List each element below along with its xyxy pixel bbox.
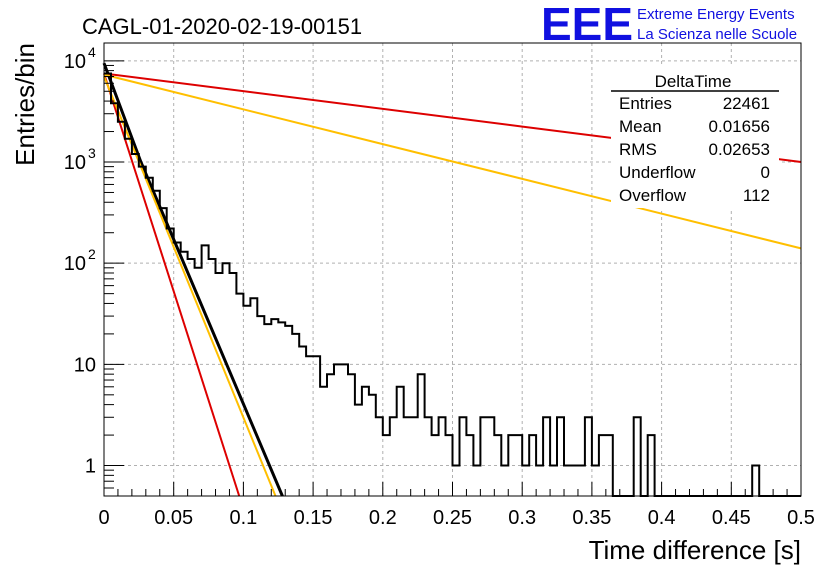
y-tick-label: 10 bbox=[74, 354, 96, 376]
x-tick-label: 0 bbox=[98, 507, 109, 529]
eee-logo-mark: EEE bbox=[541, 0, 633, 50]
chart-title: CAGL-01-2020-02-19-00151 bbox=[82, 14, 362, 39]
eee-logo-line2: La Scienza nelle Scuole bbox=[637, 26, 797, 43]
histogram bbox=[104, 72, 801, 497]
stats-value-entries: 22461 bbox=[723, 94, 770, 113]
y-axis-label: Entries/bin bbox=[10, 43, 40, 166]
stats-label-mean: Mean bbox=[619, 117, 662, 136]
stats-label-entries: Entries bbox=[619, 94, 672, 113]
stats-box: DeltaTime Entries 22461 Mean 0.01656 RMS… bbox=[611, 66, 779, 208]
stats-label-rms: RMS bbox=[619, 140, 657, 159]
fit-curve bbox=[103, 73, 241, 497]
y-tick-exponent: 2 bbox=[88, 246, 96, 262]
x-tick-label: 0.4 bbox=[648, 507, 676, 529]
x-tick-label: 0.35 bbox=[572, 507, 611, 529]
histogram-outline bbox=[104, 72, 801, 497]
fit-curve bbox=[102, 62, 284, 497]
x-tick-label: 0.3 bbox=[508, 507, 536, 529]
y-tick-label: 1 bbox=[85, 456, 96, 478]
y-tick-label: 10 bbox=[64, 152, 86, 174]
stats-box-frame bbox=[611, 66, 779, 208]
x-tick-label: 0.1 bbox=[229, 507, 257, 529]
stats-value-mean: 0.01656 bbox=[709, 117, 770, 136]
x-axis-label: Time difference [s] bbox=[589, 535, 801, 565]
y-tick-exponent: 4 bbox=[88, 44, 96, 60]
stats-label-underflow: Underflow bbox=[619, 163, 696, 182]
y-tick-label: 10 bbox=[64, 51, 86, 73]
axis-ticks: 0 0.05 0.1 0.15 0.2 0.25 0.3 0.35 0.4 0.45 0.5 1 10 1… bbox=[64, 44, 815, 529]
stats-value-underflow: 0 bbox=[761, 163, 770, 182]
x-tick-label: 0.45 bbox=[712, 507, 751, 529]
x-tick-label: 0.15 bbox=[294, 507, 333, 529]
stats-value-overflow: 112 bbox=[743, 186, 770, 205]
fit-curve bbox=[103, 73, 802, 250]
y-tick-label: 10 bbox=[64, 253, 86, 275]
x-tick-label: 0.5 bbox=[787, 507, 815, 529]
stats-value-rms: 0.02653 bbox=[709, 140, 770, 159]
eee-logo-line1: Extreme Energy Events bbox=[637, 6, 795, 23]
stats-title: DeltaTime bbox=[655, 72, 732, 91]
y-tick-exponent: 3 bbox=[88, 145, 96, 161]
x-tick-label: 0.25 bbox=[433, 507, 472, 529]
x-tick-label: 0.2 bbox=[369, 507, 397, 529]
x-tick-label: 0.05 bbox=[154, 507, 193, 529]
stats-label-overflow: Overflow bbox=[619, 186, 687, 205]
